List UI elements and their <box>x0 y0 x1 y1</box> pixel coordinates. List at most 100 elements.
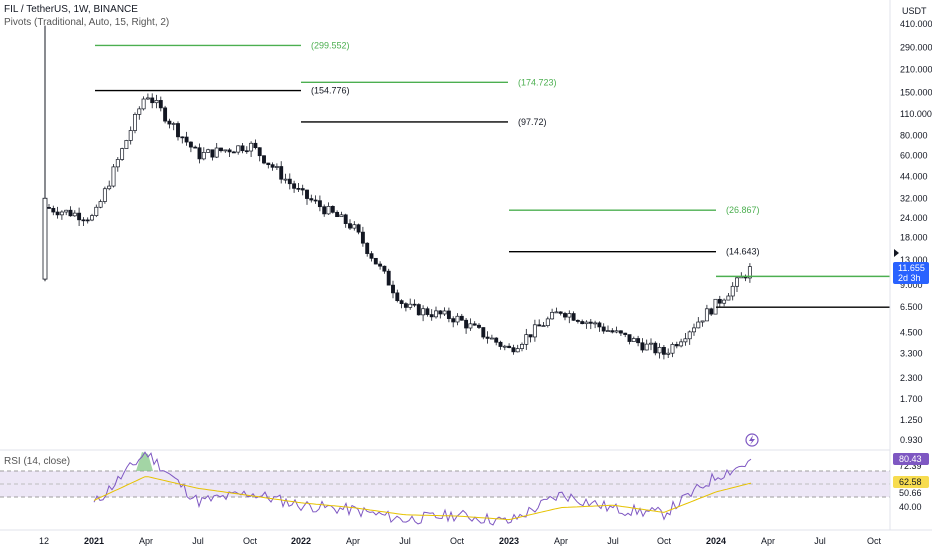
price-tick-label: 110.000 <box>900 109 932 119</box>
candle-body <box>489 337 494 340</box>
candle-body <box>55 211 60 216</box>
price-axis[interactable]: 410.000 290.000 210.000 150.000 110.000 80.00… <box>899 19 932 512</box>
candle-body <box>343 214 348 224</box>
candle-body <box>120 148 125 160</box>
price-tick-label: 60.000 <box>900 150 928 160</box>
lightning-icon[interactable] <box>745 433 759 447</box>
currency-label[interactable]: USDT <box>902 6 927 16</box>
rsi-indicator-label[interactable]: RSI (14, close) <box>4 456 71 467</box>
candle-body <box>309 198 314 201</box>
candle-body <box>348 223 352 229</box>
price-tick-label: 6.500 <box>900 302 923 312</box>
rsi-tick-label: 50.66 <box>899 488 922 498</box>
candle-body <box>184 136 189 143</box>
time-tick-label: Apr <box>761 536 775 546</box>
candle-body <box>735 277 739 287</box>
candle-body <box>636 338 641 344</box>
time-tick-label: Apr <box>554 536 568 546</box>
candle-body <box>47 207 51 209</box>
price-tick-label: 2.300 <box>900 373 923 383</box>
time-tick-label: Oct <box>657 536 672 546</box>
candle-body <box>425 308 430 315</box>
candle-body <box>369 253 374 259</box>
pivot-label: (154.776) <box>311 86 350 96</box>
candle-body <box>627 334 632 342</box>
candle-body <box>588 321 593 324</box>
price-tick-label: 3.300 <box>900 348 923 358</box>
candle-body <box>679 341 684 347</box>
candles-group <box>42 25 752 360</box>
time-tick-label: Jul <box>192 536 204 546</box>
candle-body <box>550 311 555 320</box>
candle-body <box>575 319 580 322</box>
time-tick-label: Apr <box>346 536 360 546</box>
price-tick-label: 1.250 <box>900 415 923 425</box>
rsi-tick-label: 72.39 <box>899 461 922 471</box>
rsi-lines-group <box>93 451 752 526</box>
candle-body <box>77 212 82 221</box>
time-tick-label: Oct <box>450 536 465 546</box>
candle-body <box>507 345 512 348</box>
pivots-indicator-label[interactable]: Pivots (Traditional, Auto, 15, Right, 2) <box>4 17 170 28</box>
price-tick-label: 150.000 <box>900 88 932 98</box>
candle-body <box>442 310 447 315</box>
price-tick-label: 1.700 <box>900 394 923 404</box>
candle-body <box>563 313 567 318</box>
candle-body <box>378 263 383 267</box>
candle-body <box>661 346 666 355</box>
time-axis[interactable]: 12 2021 Apr Jul Oct 2022 Apr Jul Oct 2023 Apr Jul Oc… <box>39 536 882 546</box>
candle-body <box>687 331 692 340</box>
time-tick-label: 2021 <box>84 536 104 546</box>
candle-body <box>176 123 180 138</box>
candle-body <box>231 151 236 154</box>
candle-body <box>133 114 137 131</box>
candle-body <box>317 200 322 208</box>
candle-body <box>262 155 266 164</box>
rsi-ma-badge <box>893 476 929 488</box>
candle-body <box>674 344 679 347</box>
candle-body <box>541 325 546 327</box>
candle-body <box>670 344 675 354</box>
candle-body <box>623 332 628 335</box>
candle-body <box>683 338 688 343</box>
candle-body <box>528 334 533 338</box>
candle-body <box>644 343 649 351</box>
candle-body <box>90 215 94 221</box>
price-tick-label: 80.000 <box>900 131 928 141</box>
candle-body <box>128 130 133 141</box>
price-tick-label: 290.000 <box>900 43 932 53</box>
candle-body <box>468 323 473 329</box>
candle-body <box>154 100 159 104</box>
candle-body <box>558 311 563 314</box>
candle-body <box>137 108 142 115</box>
candle-body <box>270 164 275 168</box>
candle-body <box>313 199 318 202</box>
price-tick-label: 4.500 <box>900 327 923 337</box>
candle-body <box>300 188 305 191</box>
candle-body <box>502 345 507 348</box>
candle-body <box>115 159 120 168</box>
candle-body <box>141 98 146 110</box>
candle-body <box>201 152 206 160</box>
current-price-arrow-icon[interactable] <box>894 249 899 257</box>
candle-body <box>107 185 112 190</box>
pivot-label: (26.867) <box>726 205 760 215</box>
candle-body <box>391 284 395 294</box>
rsi-line <box>93 451 752 526</box>
candle-body <box>167 120 172 125</box>
candle-body <box>98 201 103 208</box>
candle-body <box>657 346 662 354</box>
candle-body <box>584 321 589 325</box>
pivot-label: (97.72) <box>518 117 547 127</box>
rsi-ma-value: 62.58 <box>899 477 922 487</box>
candle-body <box>214 147 219 158</box>
candle-body <box>68 209 73 217</box>
candle-body <box>408 303 413 308</box>
candle-body <box>481 327 486 338</box>
candle-body <box>520 343 524 349</box>
candle-body <box>554 311 559 314</box>
symbol-title[interactable]: FIL / TetherUS, 1W, BINANCE <box>4 4 138 15</box>
candle-body <box>472 323 477 326</box>
time-tick-label: 12 <box>39 536 49 546</box>
